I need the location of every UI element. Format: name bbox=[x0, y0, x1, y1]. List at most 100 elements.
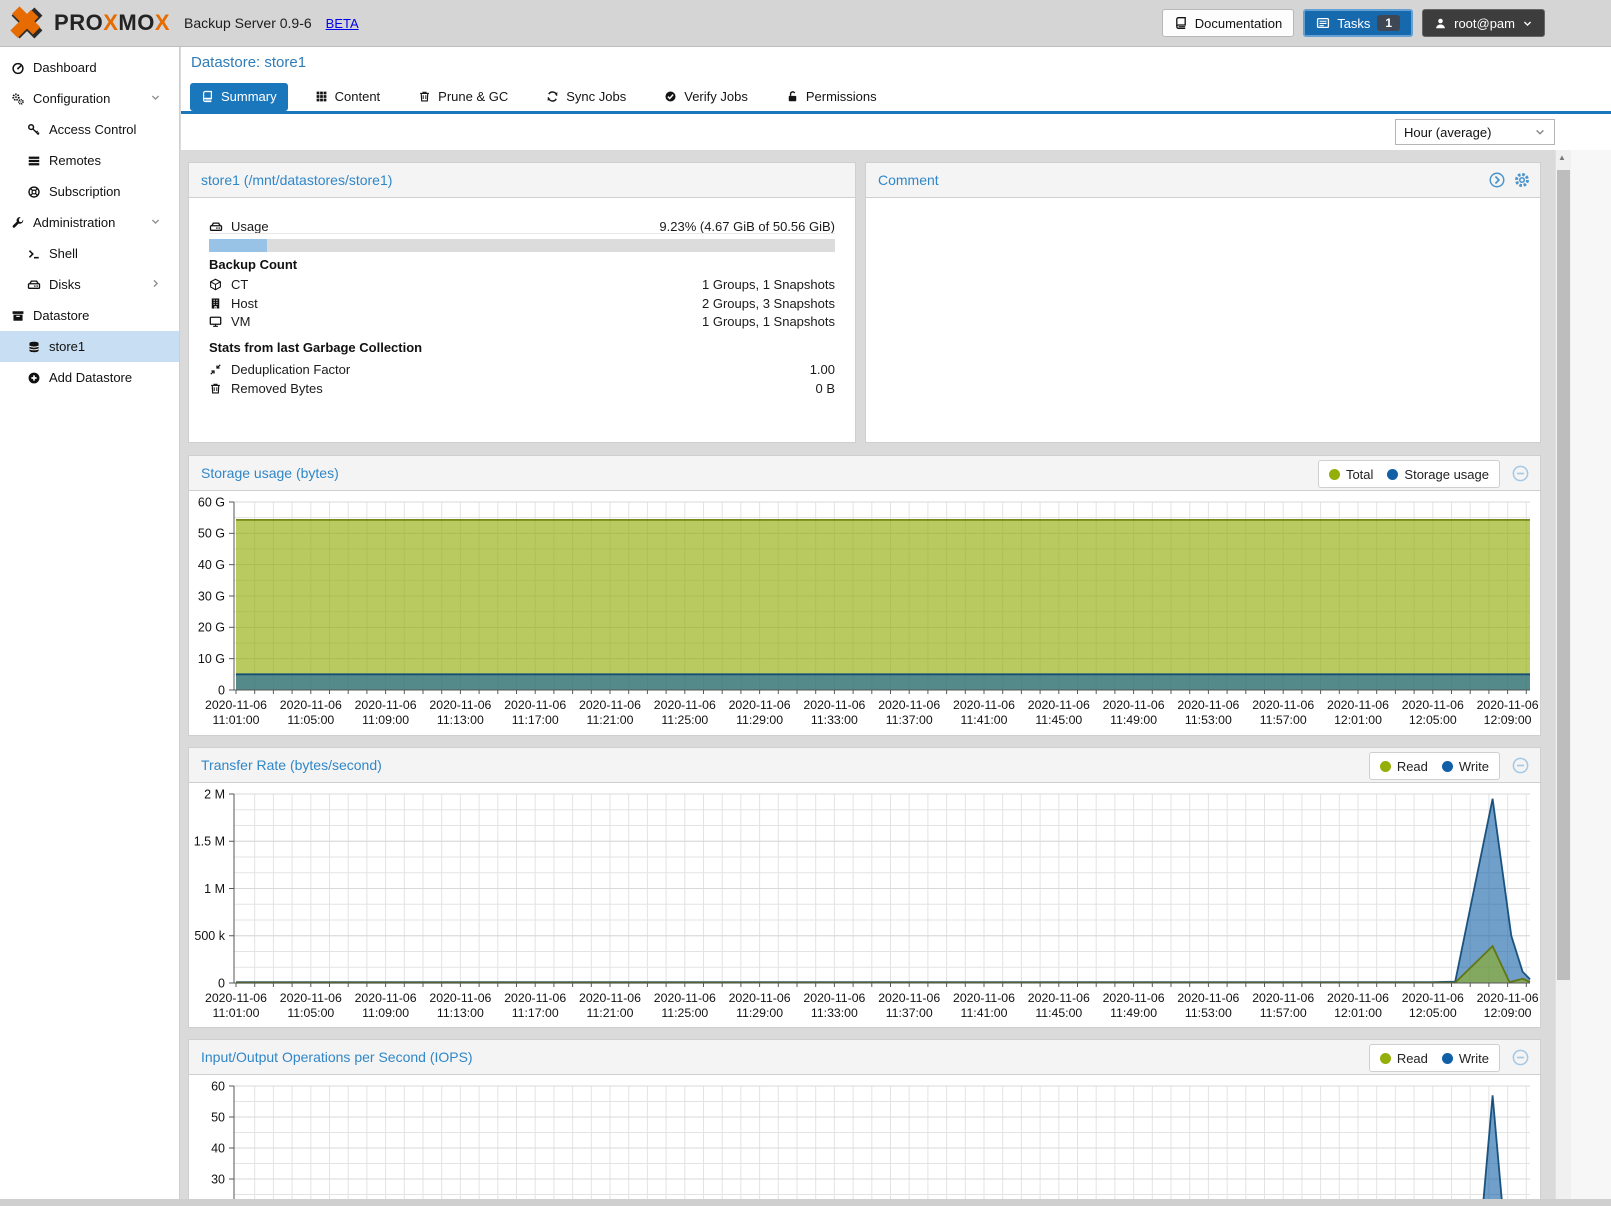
svg-text:11:53:00: 11:53:00 bbox=[1185, 713, 1232, 727]
storage-usage-chart: 0 10 G 20 G 30 G 40 G 50 G 60 G 2020-11-06 11:01… bbox=[189, 491, 1540, 740]
grid-icon bbox=[315, 90, 328, 103]
chevron-down-icon[interactable] bbox=[147, 216, 163, 227]
chevron-down-icon[interactable] bbox=[147, 92, 163, 103]
comment-panel: Comment bbox=[865, 162, 1541, 443]
svg-text:1.5 M: 1.5 M bbox=[194, 835, 225, 849]
period-select[interactable]: Hour (average) bbox=[1395, 119, 1555, 145]
vertical-scrollbar[interactable]: ▲ bbox=[1555, 150, 1571, 1199]
svg-text:2020-11-06: 2020-11-06 bbox=[729, 991, 791, 1005]
svg-text:2020-11-06: 2020-11-06 bbox=[729, 698, 791, 712]
svg-text:11:57:00: 11:57:00 bbox=[1260, 713, 1307, 727]
transfer-rate-chart-panel: Transfer Rate (bytes/second) Read Write 0… bbox=[188, 747, 1541, 1028]
hdd-icon bbox=[209, 220, 226, 234]
legend-item-read[interactable]: Read bbox=[1379, 759, 1428, 774]
terminal-icon bbox=[26, 247, 42, 261]
legend-item-write[interactable]: Write bbox=[1441, 759, 1489, 774]
legend-item-storage-usage[interactable]: Storage usage bbox=[1387, 467, 1489, 482]
trash-icon bbox=[418, 90, 431, 103]
svg-text:11:25:00: 11:25:00 bbox=[661, 1006, 708, 1020]
svg-text:2020-11-06: 2020-11-06 bbox=[355, 991, 417, 1005]
legend-item-write[interactable]: Write bbox=[1441, 1051, 1489, 1066]
documentation-button[interactable]: Documentation bbox=[1161, 9, 1295, 37]
sidebar-item-subscription[interactable]: Subscription bbox=[0, 176, 179, 207]
svg-text:11:37:00: 11:37:00 bbox=[886, 1006, 933, 1020]
chevron-right-icon[interactable] bbox=[147, 278, 163, 289]
tasks-button[interactable]: Tasks 1 bbox=[1303, 9, 1414, 37]
stat-row-host: Host 2 Groups, 3 Snapshots bbox=[209, 295, 835, 312]
sidebar-item-datastore[interactable]: Datastore bbox=[0, 300, 179, 331]
legend-item-read[interactable]: Read bbox=[1379, 1051, 1428, 1066]
gears-icon bbox=[10, 92, 26, 106]
plus-circle-icon bbox=[26, 371, 42, 385]
sidebar-item-disks[interactable]: Disks bbox=[0, 269, 179, 300]
iops-chart-panel: Input/Output Operations per Second (IOPS… bbox=[188, 1039, 1541, 1206]
divider bbox=[209, 233, 835, 234]
svg-text:11:01:00: 11:01:00 bbox=[213, 1006, 260, 1020]
chevron-down-icon bbox=[1522, 18, 1533, 29]
stat-row-ct: CT 1 Groups, 1 Snapshots bbox=[209, 276, 835, 293]
sidebar-item-access-control[interactable]: Access Control bbox=[0, 114, 179, 145]
svg-text:11:05:00: 11:05:00 bbox=[287, 713, 334, 727]
gear-icon[interactable] bbox=[1513, 171, 1531, 189]
minus-circle-icon[interactable] bbox=[1511, 464, 1530, 483]
sidebar-item-administration[interactable]: Administration bbox=[0, 207, 179, 238]
documentation-label: Documentation bbox=[1194, 15, 1283, 31]
svg-text:40: 40 bbox=[211, 1141, 225, 1155]
svg-text:2020-11-06: 2020-11-06 bbox=[1477, 698, 1539, 712]
legend-item-total[interactable]: Total bbox=[1328, 467, 1373, 482]
svg-text:12:09:00: 12:09:00 bbox=[1484, 1006, 1532, 1020]
svg-text:12:01:00: 12:01:00 bbox=[1334, 1006, 1382, 1020]
sidebar-item-configuration[interactable]: Configuration bbox=[0, 83, 179, 114]
svg-text:30: 30 bbox=[211, 1172, 225, 1186]
right-gutter bbox=[1571, 150, 1611, 1199]
svg-text:2020-11-06: 2020-11-06 bbox=[1327, 991, 1389, 1005]
svg-text:11:09:00: 11:09:00 bbox=[362, 1006, 409, 1020]
sidebar: Dashboard Configuration Access Control Remo… bbox=[0, 47, 180, 1199]
tab-sync-jobs[interactable]: Sync Jobs bbox=[535, 83, 637, 111]
tab-summary[interactable]: Summary bbox=[190, 82, 288, 111]
panel-title: Comment bbox=[878, 172, 939, 188]
legend-dot bbox=[1441, 1052, 1453, 1064]
sidebar-item-shell[interactable]: Shell bbox=[0, 238, 179, 269]
minus-circle-icon[interactable] bbox=[1511, 756, 1530, 775]
gauge-icon bbox=[10, 61, 26, 75]
svg-text:500 k: 500 k bbox=[194, 929, 225, 943]
svg-text:0: 0 bbox=[218, 683, 225, 697]
chart-legend: Total Storage usage bbox=[1317, 460, 1500, 488]
sidebar-item-store1[interactable]: store1 bbox=[0, 331, 179, 362]
tab-verify-jobs[interactable]: Verify Jobs bbox=[653, 83, 759, 111]
svg-text:12:01:00: 12:01:00 bbox=[1334, 713, 1382, 727]
user-menu-button[interactable]: root@pam bbox=[1422, 9, 1545, 37]
usage-progress-bar bbox=[209, 239, 835, 252]
usage-row: Usage 9.23% (4.67 GiB of 50.56 GiB) bbox=[209, 218, 835, 235]
svg-text:2020-11-06: 2020-11-06 bbox=[803, 698, 865, 712]
user-label: root@pam bbox=[1454, 15, 1515, 31]
tab-permissions[interactable]: Permissions bbox=[775, 83, 888, 111]
svg-text:2020-11-06: 2020-11-06 bbox=[280, 698, 342, 712]
tab-prune-gc[interactable]: Prune & GC bbox=[407, 83, 519, 111]
svg-text:50 G: 50 G bbox=[198, 527, 225, 541]
tab-content[interactable]: Content bbox=[304, 83, 392, 111]
svg-text:2020-11-06: 2020-11-06 bbox=[1477, 991, 1539, 1005]
svg-text:2020-11-06: 2020-11-06 bbox=[429, 991, 491, 1005]
brand: PROXMOX Backup Server 0.9-6 BETA bbox=[8, 4, 359, 42]
svg-text:2020-11-06: 2020-11-06 bbox=[803, 991, 865, 1005]
backup-count-title: Backup Count bbox=[209, 257, 298, 272]
svg-text:11:45:00: 11:45:00 bbox=[1035, 713, 1082, 727]
sync-icon bbox=[546, 90, 559, 103]
unlock-icon bbox=[786, 90, 799, 103]
beta-link[interactable]: BETA bbox=[325, 15, 359, 31]
scroll-up-arrow[interactable]: ▲ bbox=[1558, 153, 1566, 162]
svg-text:2020-11-06: 2020-11-06 bbox=[878, 991, 940, 1005]
scrollbar-thumb[interactable] bbox=[1557, 170, 1570, 980]
sidebar-item-add-datastore[interactable]: Add Datastore bbox=[0, 362, 179, 393]
svg-text:11:33:00: 11:33:00 bbox=[811, 713, 858, 727]
sidebar-item-dashboard[interactable]: Dashboard bbox=[0, 52, 179, 83]
stat-row-removed-bytes: Removed Bytes 0 B bbox=[209, 380, 835, 397]
svg-text:11:41:00: 11:41:00 bbox=[961, 713, 1008, 727]
sidebar-item-remotes[interactable]: Remotes bbox=[0, 145, 179, 176]
circle-arrow-right-icon[interactable] bbox=[1488, 171, 1506, 189]
minus-circle-icon[interactable] bbox=[1511, 1048, 1530, 1067]
book-icon bbox=[201, 90, 214, 103]
period-select-value: Hour (average) bbox=[1404, 124, 1492, 140]
